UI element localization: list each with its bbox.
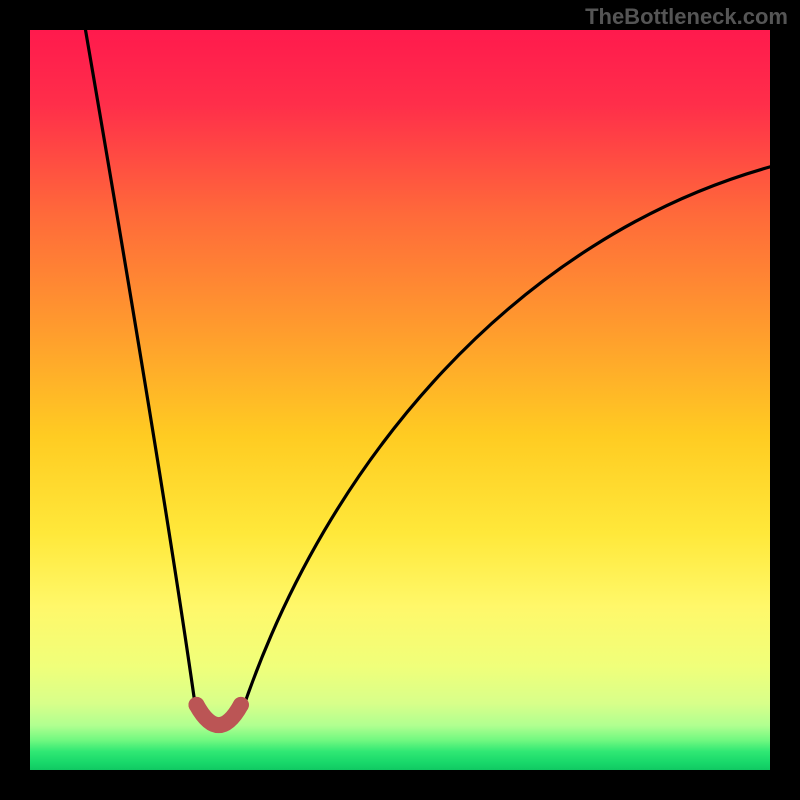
- chart-container: TheBottleneck.com: [0, 0, 800, 800]
- plot-area: [30, 30, 770, 770]
- dip-marker-end: [189, 697, 205, 713]
- watermark-text: TheBottleneck.com: [585, 4, 788, 30]
- chart-svg: [30, 30, 770, 770]
- dip-marker-end: [233, 697, 249, 713]
